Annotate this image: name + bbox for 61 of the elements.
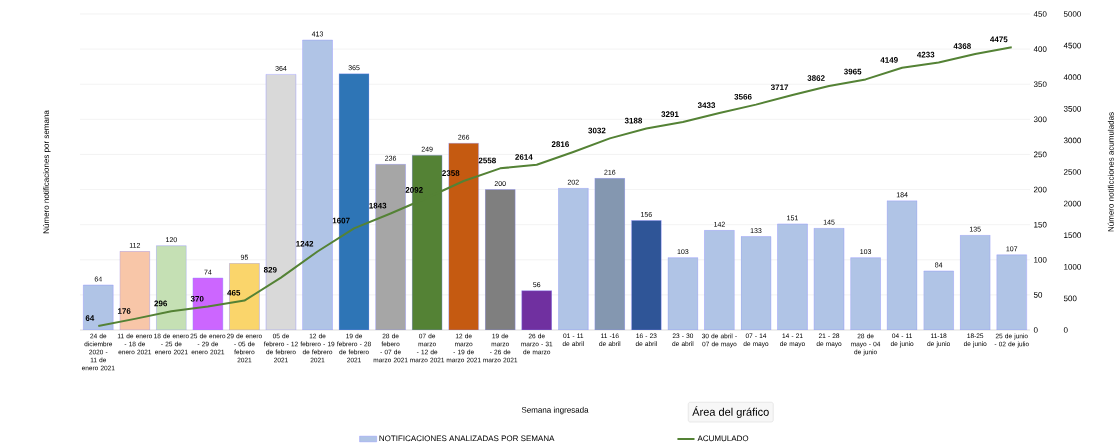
- data-label: 296: [154, 300, 168, 307]
- y-tick-label: 200: [1033, 186, 1047, 193]
- y-tick-label: 300: [1033, 116, 1047, 123]
- y-tick-label: 250: [1033, 151, 1047, 158]
- data-label: 3965: [843, 68, 862, 75]
- y2-tick-label: 1500: [1064, 232, 1082, 239]
- data-label: 3862: [807, 75, 825, 81]
- y2-tick-label: 1000: [1064, 263, 1082, 270]
- data-label: 64: [85, 315, 95, 321]
- data-label: 3291: [661, 111, 679, 118]
- y-tick-label: 450: [1033, 11, 1047, 17]
- data-label: 4149: [880, 57, 898, 63]
- y2-tick-label: 4500: [1063, 42, 1082, 49]
- y2-tick-label: 3000: [1063, 137, 1082, 144]
- data-label: 3188: [624, 117, 643, 124]
- data-label: 1843: [369, 202, 387, 209]
- legend-label: NOTIFICACIONES ANALIZADAS POR SEMANA: [379, 435, 555, 442]
- data-label: 2816: [551, 141, 569, 148]
- bar: [923, 270, 954, 330]
- y2-tick-label: 2000: [1063, 200, 1082, 207]
- data-label: 3032: [588, 127, 606, 134]
- data-label: 829: [263, 266, 277, 273]
- data-label: 3566: [734, 93, 752, 100]
- data-label: 4368: [953, 43, 971, 49]
- y2-tick-label: 2500: [1063, 169, 1082, 175]
- y2-tick-label: 5000: [1063, 11, 1082, 17]
- data-label: 3433: [697, 102, 716, 109]
- data-label: 2614: [515, 154, 533, 160]
- data-label: 1242: [296, 240, 314, 247]
- text: Área del gráfico: [692, 406, 769, 419]
- y-tick-label: 150: [1034, 221, 1047, 228]
- y2-tick-label: 0: [1063, 327, 1068, 333]
- x-axis-title: Semana ingresada: [521, 406, 589, 415]
- bar: [485, 189, 516, 330]
- data-label: 3717: [770, 84, 789, 91]
- y-tick-label: 100: [1034, 256, 1047, 263]
- y2-axis-title: Número notificciones acumuladas: [1107, 112, 1114, 232]
- bar: [558, 187, 589, 330]
- bar: [229, 263, 260, 330]
- bar: [960, 234, 991, 330]
- bar: [667, 257, 699, 330]
- bar: [119, 251, 150, 330]
- y2-tick-label: 500: [1063, 295, 1077, 302]
- data-label: 176: [117, 308, 131, 314]
- y-tick-label: 50: [1033, 292, 1043, 298]
- bar: [156, 245, 187, 330]
- y-axis-title: Número notificaciones por semana: [42, 110, 51, 234]
- y-tick-label: 400: [1033, 46, 1047, 52]
- bar: [704, 230, 735, 330]
- y2-tick-label: 4000: [1063, 74, 1082, 81]
- data-label: 4475: [990, 36, 1008, 43]
- bar: [740, 236, 772, 330]
- y-tick-label: 350: [1033, 81, 1047, 88]
- y-tick-label: 0: [1033, 327, 1038, 333]
- legend-label: ACUMULADO: [697, 435, 749, 442]
- data-label: 4233: [916, 51, 935, 58]
- bar: [850, 257, 881, 330]
- bar: [521, 290, 552, 330]
- bar: [594, 178, 625, 330]
- data-label: 2558: [478, 157, 496, 164]
- y2-tick-label: 3500: [1063, 105, 1082, 112]
